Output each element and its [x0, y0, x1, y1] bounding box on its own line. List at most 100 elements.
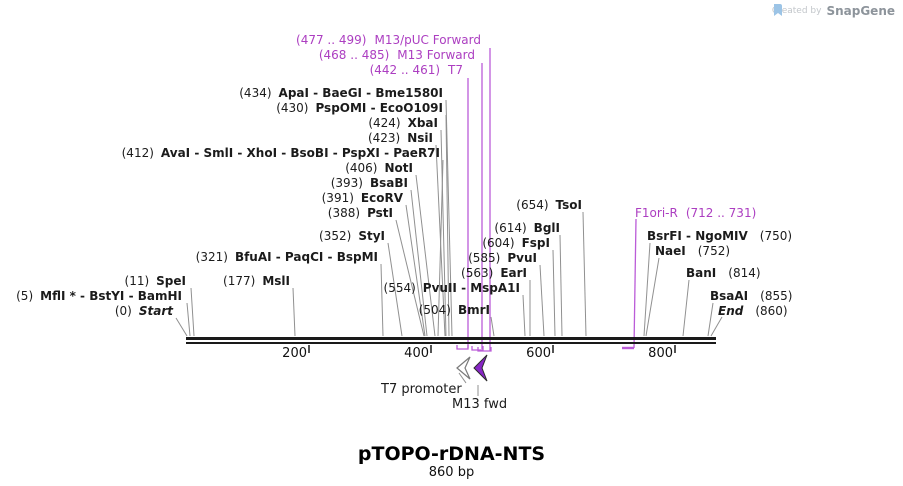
- site-label-xbai[interactable]: (424) XbaI: [368, 116, 438, 130]
- f1ori-r-primer-line: [633, 218, 637, 349]
- primer-label-f1ori-r[interactable]: F1ori-R (712 .. 731): [635, 206, 756, 220]
- axis-tick-marks: [308, 345, 676, 353]
- plasmid-length: 860 bp: [428, 465, 475, 480]
- backbone-bottom-line: [186, 342, 716, 344]
- primer-name: T7: [448, 63, 463, 77]
- site-names: FspI: [521, 236, 550, 250]
- site-names: XbaI: [407, 116, 438, 130]
- axis-tick-label-800: 800: [648, 346, 673, 361]
- site-names: EcoRV: [360, 191, 403, 205]
- site-pos: (412): [121, 146, 154, 160]
- start-pos: (0): [114, 304, 132, 318]
- site-pos: (406): [345, 161, 378, 175]
- site-label-bsabi[interactable]: (393) BsaBI: [331, 176, 408, 190]
- site-names: NsiI: [407, 131, 433, 145]
- site-pos: (554): [383, 281, 416, 295]
- site-names: PvuI: [507, 251, 537, 265]
- site-names: BglI: [533, 221, 560, 235]
- primer-range: (442 .. 461): [369, 63, 441, 77]
- primer-label-m13-puc-forward[interactable]: (477 .. 499) M13/pUC Forward: [296, 33, 481, 47]
- feature-label-m13-fwd[interactable]: M13 fwd: [452, 397, 508, 412]
- site-label-pspomi-ecoo109i[interactable]: (430) PspOMI - EcoO109I: [276, 101, 443, 115]
- site-pos: (585): [468, 251, 501, 265]
- site-pos: (352): [319, 229, 352, 243]
- t7-region-bracket: [456, 345, 469, 350]
- end-text: End: [718, 304, 744, 318]
- axis-tick-label-600: 600: [526, 346, 551, 361]
- site-label-noti[interactable]: (406) NotI: [345, 161, 413, 175]
- site-label-ecorv[interactable]: (391) EcoRV: [322, 191, 403, 205]
- m13-fwd-arrow[interactable]: [473, 354, 488, 382]
- site-label-pvuii-mspa1i[interactable]: (554) PvuII - MspA1I: [384, 281, 520, 295]
- start-marker-label: (0) Start: [115, 304, 173, 318]
- site-label-bani[interactable]: BanI (814): [686, 266, 761, 280]
- site-pos: (423): [367, 131, 401, 145]
- site-pos: (654): [516, 198, 549, 212]
- t7-promoter-arrow[interactable]: [456, 356, 471, 380]
- site-label-bsrfi-ngomiv[interactable]: BsrFI - NgoMIV (750): [647, 229, 792, 243]
- primer-name: M13 Forward: [397, 48, 475, 62]
- site-names: NotI: [384, 161, 414, 175]
- site-label-nsii[interactable]: (423) NsiI: [368, 131, 433, 145]
- site-label-mfli-bstyi-bamhi[interactable]: (5) MflI * - BstYI - BamHI: [16, 289, 182, 303]
- site-label-msli[interactable]: (177) MslI: [223, 274, 290, 288]
- site-label-psti[interactable]: (388) PstI: [328, 206, 393, 220]
- primer-range: (477 .. 499): [296, 33, 367, 47]
- m13-puc-forward-region-bracket: [477, 347, 492, 352]
- site-names: PvuII - MspA1I: [422, 281, 520, 295]
- site-label-fspi[interactable]: (604) FspI: [482, 236, 550, 250]
- site-pos: (321): [195, 250, 228, 264]
- primer-name: M13/pUC Forward: [374, 33, 481, 47]
- site-names: BsrFI - NgoMIV: [647, 229, 748, 243]
- site-pos: (504): [418, 303, 451, 317]
- site-pos: (814): [728, 266, 761, 280]
- site-label-spei[interactable]: (11) SpeI: [125, 274, 186, 288]
- site-label-pvui[interactable]: (585) PvuI: [468, 251, 537, 265]
- site-pos: (391): [321, 191, 354, 205]
- site-pos: (388): [327, 206, 361, 220]
- site-names: BfuAI - PaqCI - BspMI: [234, 250, 378, 264]
- site-pos: (750): [759, 229, 793, 243]
- site-label-styi[interactable]: (352) StyI: [319, 229, 385, 243]
- site-label-bsaai[interactable]: BsaAI (855): [710, 289, 792, 303]
- site-pos: (5): [16, 289, 34, 303]
- snapgene-brand-text: SnapGene: [826, 4, 895, 18]
- site-names: MflI * - BstYI - BamHI: [40, 289, 182, 303]
- primer-label-t7[interactable]: (442 .. 461) T7: [370, 63, 463, 77]
- axis-tick-label-200: 200: [282, 346, 307, 361]
- site-label-apai-baegi-bme1580i[interactable]: (434) ApaI - BaeGI - Bme1580I: [239, 86, 443, 100]
- site-names: PstI: [367, 206, 393, 220]
- plasmid-title: pTOPO-rDNA-NTS: [357, 443, 546, 465]
- site-pos: (563): [461, 266, 494, 280]
- primer-label-m13-forward[interactable]: (468 .. 485) M13 Forward: [319, 48, 475, 62]
- end-pos: (860): [755, 304, 788, 318]
- axis-tick-label-400: 400: [404, 346, 429, 361]
- site-names: MslI: [262, 274, 290, 288]
- site-pos: (430): [276, 101, 309, 115]
- primer-range: (712 .. 731): [685, 206, 757, 220]
- site-label-naei[interactable]: NaeI (752): [655, 244, 730, 258]
- site-names: PspOMI - EcoO109I: [315, 101, 443, 115]
- site-names: EarI: [500, 266, 527, 280]
- site-label-tsoi[interactable]: (654) TsoI: [516, 198, 582, 212]
- site-label-avai-group[interactable]: (412) AvaI - SmlI - XhoI - BsoBI - PspXI …: [122, 146, 440, 160]
- snapgene-credit: Created by SnapGene: [772, 4, 895, 18]
- site-label-bfuai-paqci-bspmi[interactable]: (321) BfuAI - PaqCI - BspMI: [196, 250, 378, 264]
- site-names: BanI: [686, 266, 717, 280]
- end-marker-label: End (860): [718, 304, 788, 318]
- site-pos: (11): [124, 274, 150, 288]
- site-names: NaeI: [655, 244, 686, 258]
- site-label-eari[interactable]: (563) EarI: [461, 266, 527, 280]
- feature-label-t7-promoter[interactable]: T7 promoter: [381, 382, 462, 397]
- snapgene-logo-icon: [773, 4, 782, 16]
- site-label-bmri[interactable]: (504) BmrI: [419, 303, 490, 317]
- site-pos: (177): [223, 274, 256, 288]
- backbone-top-line: [186, 337, 716, 340]
- start-text: Start: [138, 304, 173, 318]
- site-names: BsaAI: [710, 289, 749, 303]
- site-names: TsoI: [555, 198, 582, 212]
- site-pos: (752): [697, 244, 731, 258]
- site-label-bgli[interactable]: (614) BglI: [494, 221, 560, 235]
